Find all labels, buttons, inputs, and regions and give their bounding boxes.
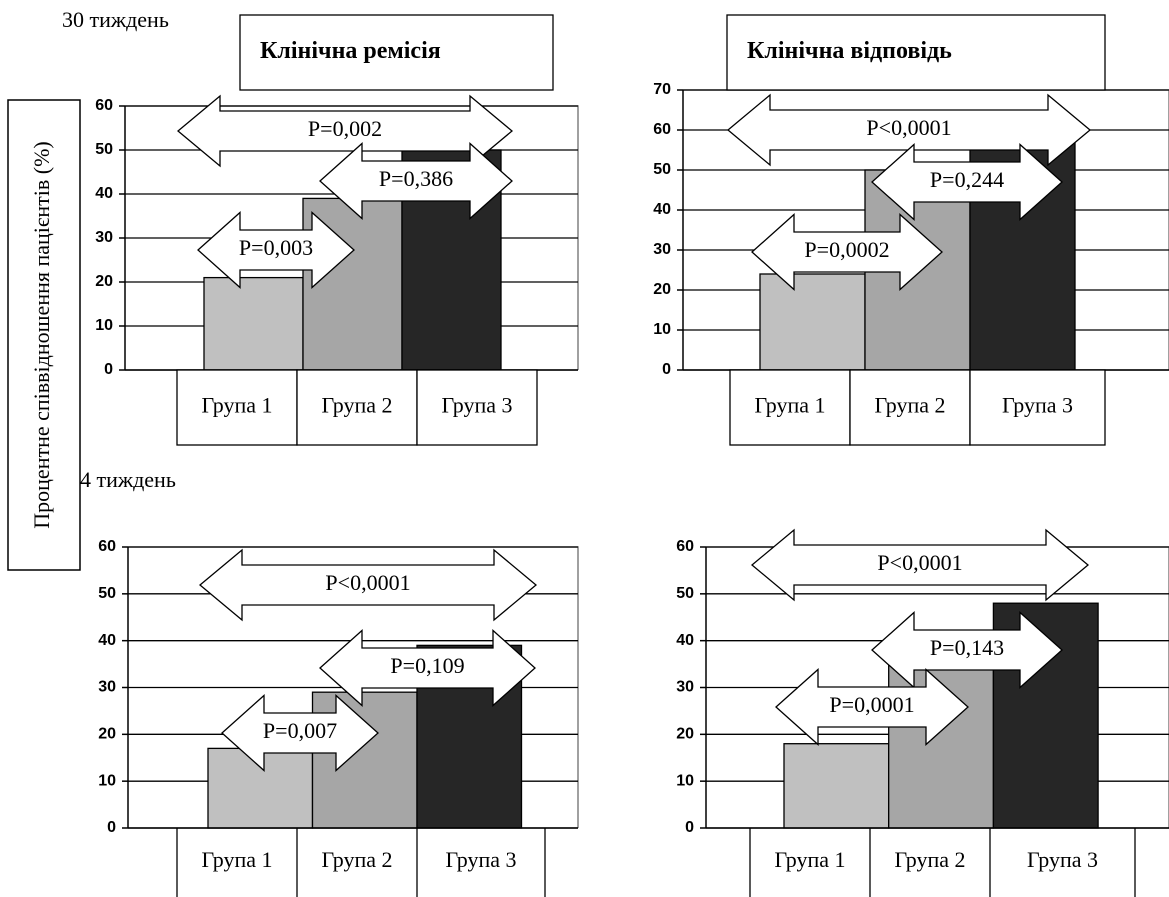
y-tick-label: 10 (95, 317, 113, 334)
annotation: P=0,0002 (804, 237, 889, 262)
y-tick-label: 20 (95, 273, 113, 290)
x-tick-label: Група 1 (201, 847, 272, 872)
y-tick-label: 60 (653, 121, 671, 138)
bar (759, 273, 866, 371)
y-tick-label: 30 (653, 241, 671, 258)
y-tick-label: 10 (676, 772, 694, 789)
annotation: P<0,0001 (866, 115, 951, 140)
chart-title: Клінічна відповідь (747, 38, 952, 64)
y-tick-label: 50 (98, 585, 116, 602)
category-box (729, 369, 851, 446)
double-arrow (319, 629, 536, 707)
x-tick-label: Група 3 (441, 393, 512, 418)
x-tick-label: Група 1 (201, 393, 272, 418)
annotation: P=0,386 (379, 166, 453, 191)
y-tick-label: 60 (676, 538, 694, 555)
y-tick-label: 30 (676, 679, 694, 696)
y-label-box (7, 99, 81, 571)
annotation: P<0,0001 (325, 570, 410, 595)
double-arrow (751, 213, 943, 291)
double-arrow (319, 142, 513, 220)
y-tick-label: 40 (95, 185, 113, 202)
y-tick-label: 20 (98, 726, 116, 743)
category-box (969, 369, 1106, 446)
y-tick-label: 0 (104, 361, 113, 378)
y-tick-label: 20 (676, 726, 694, 743)
y-tick-label: 40 (676, 632, 694, 649)
y-tick-label: 50 (653, 161, 671, 178)
title-box (239, 14, 554, 91)
x-tick-label: Група 2 (874, 393, 945, 418)
y-axis-label: Процентне співвідношення пацієнтів (%) (29, 141, 54, 528)
y-tick-label: 60 (95, 97, 113, 114)
category-box (849, 369, 971, 446)
annotation: P=0,143 (930, 635, 1004, 660)
title-box (726, 14, 1106, 91)
x-tick-label: Група 3 (445, 847, 516, 872)
y-tick-label: 10 (653, 321, 671, 338)
x-tick-label: Група 2 (321, 393, 392, 418)
y-tick-label: 30 (95, 229, 113, 246)
annotation: P=0,007 (263, 718, 337, 743)
y-tick-label: 60 (98, 538, 116, 555)
double-arrow (221, 694, 379, 772)
y-tick-label: 0 (662, 361, 671, 378)
annotation: P=0,0001 (829, 692, 914, 717)
panel-label: 4 тиждень (80, 467, 176, 492)
double-arrow (197, 211, 355, 289)
double-arrow (198, 548, 538, 622)
chart-title: Клінічна ремісія (260, 38, 441, 64)
bar (783, 743, 890, 829)
y-tick-label: 40 (98, 632, 116, 649)
annotation: P=0,109 (390, 653, 464, 678)
y-tick-label: 0 (685, 819, 694, 836)
x-tick-label: Група 1 (754, 393, 825, 418)
x-tick-label: Група 1 (774, 847, 845, 872)
y-tick-label: 70 (653, 81, 671, 98)
double-arrow (750, 528, 1090, 602)
annotation: P<0,0001 (877, 550, 962, 575)
double-arrow (726, 93, 1092, 167)
y-tick-label: 40 (653, 201, 671, 218)
x-tick-label: Група 3 (1002, 393, 1073, 418)
y-tick-label: 50 (95, 141, 113, 158)
y-tick-label: 0 (107, 819, 116, 836)
x-tick-label: Група 2 (321, 847, 392, 872)
double-arrow (775, 668, 969, 746)
double-arrow (871, 611, 1063, 689)
y-tick-label: 30 (98, 679, 116, 696)
y-tick-label: 20 (653, 281, 671, 298)
bar (203, 276, 304, 371)
category-box (416, 369, 538, 446)
annotation: P=0,003 (239, 235, 313, 260)
y-tick-label: 50 (676, 585, 694, 602)
y-tick-label: 10 (98, 772, 116, 789)
x-tick-label: Група 3 (1027, 847, 1098, 872)
panel-label: 30 тиждень (62, 7, 169, 32)
double-arrow (871, 143, 1063, 221)
x-tick-label: Група 2 (894, 847, 965, 872)
annotation: P=0,244 (930, 167, 1004, 192)
double-arrow (176, 94, 514, 168)
annotation: P=0,002 (308, 116, 382, 141)
